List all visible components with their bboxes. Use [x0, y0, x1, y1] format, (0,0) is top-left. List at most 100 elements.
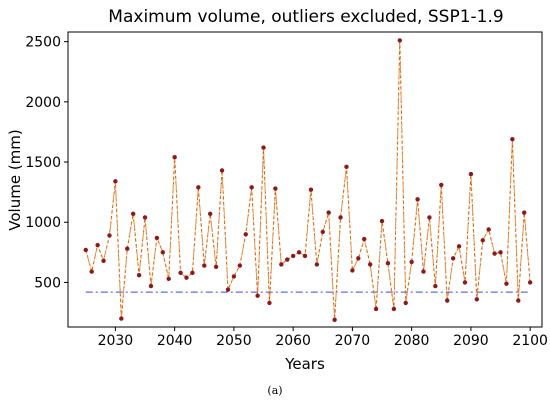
y-axis-title: Volume (mm): [6, 129, 24, 230]
x-axis: 2030 2040 2050 2060 2070 2080 2090 2100: [98, 327, 548, 349]
data-point: [296, 250, 302, 255]
data-point: [119, 316, 124, 321]
data-point: [166, 276, 171, 282]
data-point: [510, 136, 515, 142]
data-point: [498, 250, 503, 255]
data-point: [225, 287, 231, 292]
data-point: [154, 235, 160, 241]
y-tick-label: 500: [34, 275, 61, 291]
data-point: [474, 297, 480, 302]
data-point: [373, 306, 379, 312]
data-point: [279, 262, 284, 267]
data-point: [290, 253, 296, 259]
data-point: [350, 268, 355, 273]
series-line: [85, 40, 531, 320]
data-point: [450, 256, 456, 261]
x-tick-label: 2100: [512, 333, 548, 349]
data-point: [504, 281, 509, 286]
data-point: [273, 186, 278, 191]
data-point: [332, 317, 337, 322]
data-point: [142, 215, 148, 220]
data-point: [178, 270, 183, 276]
data-point: [356, 256, 361, 261]
series-layer: [85, 40, 531, 320]
data-point: [113, 179, 118, 184]
data-point: [302, 253, 308, 259]
x-tick-label: 2060: [275, 333, 311, 349]
figure-caption: (a): [267, 384, 282, 397]
data-point: [130, 211, 136, 217]
plot-area: [67, 31, 543, 328]
data-point: [391, 306, 397, 312]
data-point: [285, 257, 290, 262]
data-point: [492, 251, 497, 256]
x-tick-label: 2090: [453, 333, 489, 349]
data-point: [486, 227, 491, 232]
marker-layer: [83, 38, 533, 322]
data-point: [439, 182, 444, 188]
data-point: [231, 274, 237, 279]
data-point: [160, 250, 165, 255]
data-point: [208, 211, 213, 217]
data-point: [527, 280, 533, 285]
data-point: [403, 300, 408, 306]
data-point: [202, 263, 207, 268]
x-axis-title: Years: [284, 355, 325, 373]
data-point: [427, 215, 432, 220]
y-tick-label: 2500: [25, 35, 61, 51]
series-line-overlay: [85, 40, 531, 320]
data-point: [385, 260, 391, 266]
data-point: [261, 145, 266, 150]
x-tick-label: 2070: [335, 333, 371, 349]
data-point: [196, 185, 201, 190]
data-point: [107, 233, 112, 238]
data-point: [83, 247, 88, 253]
y-axis: 500 1000 1500 2000 2500: [25, 35, 68, 291]
data-point: [462, 280, 468, 285]
data-point: [314, 262, 320, 267]
data-point: [89, 269, 94, 274]
chart-title: Maximum volume, outliers excluded, SSP1-…: [108, 7, 503, 27]
y-tick-label: 2000: [25, 95, 61, 111]
data-point: [433, 283, 438, 289]
data-point: [95, 242, 100, 248]
data-point: [219, 168, 225, 173]
data-point: [445, 298, 450, 303]
data-point: [237, 263, 243, 268]
data-point: [172, 155, 177, 160]
data-point: [249, 185, 254, 190]
x-tick-label: 2030: [98, 333, 134, 349]
data-point: [213, 264, 219, 269]
data-point: [184, 275, 189, 280]
data-point: [362, 236, 367, 242]
data-point: [136, 273, 142, 278]
data-point: [243, 232, 248, 237]
data-point: [421, 269, 426, 274]
data-point: [190, 270, 195, 276]
data-point: [516, 298, 521, 303]
data-point: [148, 283, 154, 289]
data-point: [480, 238, 485, 243]
data-point: [456, 244, 462, 249]
data-point: [379, 218, 385, 224]
data-point: [308, 187, 314, 192]
y-tick-label: 1500: [25, 155, 61, 171]
data-point: [468, 171, 474, 177]
data-point: [409, 259, 414, 265]
data-point: [255, 293, 260, 298]
data-point: [267, 300, 272, 306]
data-point: [101, 258, 106, 263]
data-point: [397, 38, 402, 43]
x-tick-label: 2050: [216, 333, 252, 349]
data-point: [338, 215, 343, 220]
data-point: [522, 210, 527, 215]
x-tick-label: 2040: [157, 333, 193, 349]
y-tick-label: 1000: [25, 215, 61, 231]
data-point: [367, 262, 373, 267]
data-point: [344, 164, 349, 170]
data-point: [326, 210, 331, 215]
data-point: [125, 246, 130, 251]
data-point: [415, 197, 420, 202]
x-tick-label: 2080: [394, 333, 430, 349]
